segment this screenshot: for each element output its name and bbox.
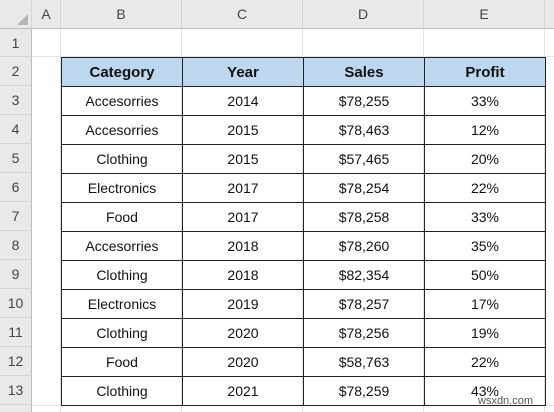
cell-year[interactable]: 2015 bbox=[182, 115, 304, 145]
table-row: Accesorries 2014 $78,255 33% bbox=[61, 86, 546, 116]
table-row: Food 2020 $58,763 22% bbox=[61, 347, 546, 377]
row-header-2[interactable]: 2 bbox=[0, 57, 32, 86]
column-header-c[interactable]: C bbox=[182, 0, 303, 29]
cell-category[interactable]: Accesorries bbox=[61, 231, 183, 261]
cell-category[interactable]: Clothing bbox=[61, 318, 183, 348]
cell-year[interactable]: 2015 bbox=[182, 144, 304, 174]
table-row: Electronics 2017 $78,254 22% bbox=[61, 173, 546, 203]
row-header-8[interactable]: 8 bbox=[0, 231, 32, 260]
cell-sales[interactable]: $78,256 bbox=[303, 318, 425, 348]
cell-sales[interactable]: $78,254 bbox=[303, 173, 425, 203]
table-header-row: Category Year Sales Profit bbox=[61, 57, 546, 87]
row-header-4[interactable]: 4 bbox=[0, 115, 32, 144]
table-row: Electronics 2019 $78,257 17% bbox=[61, 289, 546, 319]
gridline bbox=[60, 29, 61, 412]
cell-sales[interactable]: $58,763 bbox=[303, 347, 425, 377]
cell-year[interactable]: 2018 bbox=[182, 260, 304, 290]
cell-category[interactable]: Clothing bbox=[61, 376, 183, 406]
cell-year[interactable]: 2020 bbox=[182, 347, 304, 377]
cell-sales[interactable]: $57,465 bbox=[303, 144, 425, 174]
row-header-9[interactable]: 9 bbox=[0, 260, 32, 289]
cell-year[interactable]: 2014 bbox=[182, 86, 304, 116]
row-header-overflow bbox=[0, 405, 32, 412]
column-header-e[interactable]: E bbox=[424, 0, 545, 29]
cell-category[interactable]: Food bbox=[61, 347, 183, 377]
cell-profit[interactable]: 50% bbox=[424, 260, 546, 290]
cell-category[interactable]: Clothing bbox=[61, 260, 183, 290]
cell-year[interactable]: 2021 bbox=[182, 376, 304, 406]
row-header-13[interactable]: 13 bbox=[0, 376, 32, 405]
select-all-corner[interactable] bbox=[0, 0, 32, 29]
cell-sales[interactable]: $78,257 bbox=[303, 289, 425, 319]
table-row: Clothing 2015 $57,465 20% bbox=[61, 144, 546, 174]
header-sales[interactable]: Sales bbox=[303, 57, 425, 87]
cell-sales[interactable]: $82,354 bbox=[303, 260, 425, 290]
cell-profit[interactable]: 20% bbox=[424, 144, 546, 174]
row-header-12[interactable]: 12 bbox=[0, 347, 32, 376]
cell-category[interactable]: Food bbox=[61, 202, 183, 232]
row-header-11[interactable]: 11 bbox=[0, 318, 32, 347]
cell-profit[interactable]: 33% bbox=[424, 86, 546, 116]
column-header-b[interactable]: B bbox=[61, 0, 182, 29]
cell-year[interactable]: 2020 bbox=[182, 318, 304, 348]
cell-profit[interactable]: 35% bbox=[424, 231, 546, 261]
cell-year[interactable]: 2017 bbox=[182, 173, 304, 203]
cell-profit[interactable]: 17% bbox=[424, 289, 546, 319]
cell-sales[interactable]: $78,258 bbox=[303, 202, 425, 232]
column-header-a[interactable]: A bbox=[32, 0, 61, 29]
table-row: Food 2017 $78,258 33% bbox=[61, 202, 546, 232]
cell-profit[interactable]: 22% bbox=[424, 347, 546, 377]
cell-sales[interactable]: $78,255 bbox=[303, 86, 425, 116]
select-all-triangle-icon bbox=[17, 14, 28, 25]
row-header-3[interactable]: 3 bbox=[0, 86, 32, 115]
header-profit[interactable]: Profit bbox=[424, 57, 546, 87]
cell-sales[interactable]: $78,260 bbox=[303, 231, 425, 261]
cell-category[interactable]: Accesorries bbox=[61, 86, 183, 116]
table-row: Clothing 2020 $78,256 19% bbox=[61, 318, 546, 348]
row-header-5[interactable]: 5 bbox=[0, 144, 32, 173]
header-year[interactable]: Year bbox=[182, 57, 304, 87]
cell-category[interactable]: Clothing bbox=[61, 144, 183, 174]
cell-category[interactable]: Electronics bbox=[61, 289, 183, 319]
cell-category[interactable]: Electronics bbox=[61, 173, 183, 203]
cell-profit[interactable]: 19% bbox=[424, 318, 546, 348]
table-row: Clothing 2018 $82,354 50% bbox=[61, 260, 546, 290]
table-row: Clothing 2021 $78,259 43% bbox=[61, 376, 546, 406]
cell-profit[interactable]: 43% bbox=[424, 376, 546, 406]
watermark-text: wsxdn.com bbox=[478, 395, 534, 407]
gridline bbox=[32, 405, 554, 406]
column-header-d[interactable]: D bbox=[303, 0, 424, 29]
cell-profit[interactable]: 12% bbox=[424, 115, 546, 145]
cell-sales[interactable]: $78,463 bbox=[303, 115, 425, 145]
gridline bbox=[32, 56, 554, 57]
cell-profit[interactable]: 33% bbox=[424, 202, 546, 232]
row-header-7[interactable]: 7 bbox=[0, 202, 32, 231]
row-header-10[interactable]: 10 bbox=[0, 289, 32, 318]
table-row: Accesorries 2018 $78,260 35% bbox=[61, 231, 546, 261]
column-header-overflow bbox=[545, 0, 554, 29]
cell-sales[interactable]: $78,259 bbox=[303, 376, 425, 406]
header-category[interactable]: Category bbox=[61, 57, 183, 87]
cell-category[interactable]: Accesorries bbox=[61, 115, 183, 145]
cell-year[interactable]: 2018 bbox=[182, 231, 304, 261]
data-table: Category Year Sales Profit Accesorries 2… bbox=[61, 57, 546, 406]
row-header-6[interactable]: 6 bbox=[0, 173, 32, 202]
table-row: Accesorries 2015 $78,463 12% bbox=[61, 115, 546, 145]
cell-year[interactable]: 2019 bbox=[182, 289, 304, 319]
cell-profit[interactable]: 22% bbox=[424, 173, 546, 203]
row-header-1[interactable]: 1 bbox=[0, 29, 32, 57]
cell-year[interactable]: 2017 bbox=[182, 202, 304, 232]
